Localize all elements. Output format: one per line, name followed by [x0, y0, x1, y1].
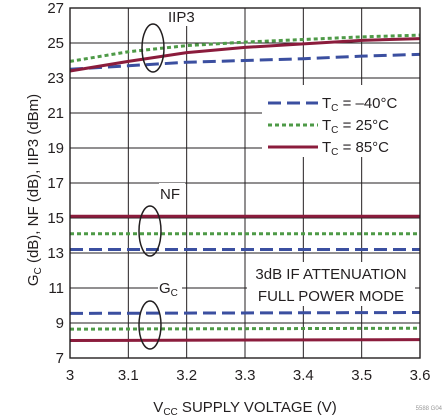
- y-tick-label: 27: [47, 0, 64, 17]
- figure-id: 5588 G04: [416, 406, 443, 412]
- iip3-ellipse: [141, 23, 165, 73]
- y-tick-label: 13: [47, 245, 64, 262]
- gc-ellipse: [138, 300, 162, 350]
- tick-labels: 3 3.1 3.2 3.3 3.4 3.5 3.6 7 9 11 13 15 17 19 21 23 25 27: [47, 0, 430, 384]
- plot-frame: [69, 7, 421, 359]
- series-line-iip3-solid: [69, 37, 421, 73]
- series-group: [69, 33, 421, 342]
- legend-label: TC = –40°C: [322, 95, 398, 114]
- condition-line-2: FULL POWER MODE: [258, 288, 404, 305]
- series-line-iip3-dashed: [69, 52, 421, 71]
- x-tick-label: 3.1: [118, 367, 139, 384]
- series-line-iip3-dotted: [69, 33, 421, 63]
- x-tick-label: 3: [66, 367, 74, 384]
- gc-label: GC: [159, 280, 178, 299]
- x-tick-label: 3.3: [235, 367, 256, 384]
- iip3-label: IIP3: [168, 9, 195, 26]
- y-tick-label: 19: [47, 140, 64, 157]
- y-tick-label: 21: [47, 105, 64, 122]
- legend-label: TC = 85°C: [322, 139, 389, 158]
- y-tick-label: 15: [47, 210, 64, 227]
- x-axis-title: VCC SUPPLY VOLTAGE (V): [153, 399, 336, 418]
- y-tick-label: 17: [47, 175, 64, 192]
- legend-label: TC = 25°C: [322, 117, 389, 136]
- x-tick-label: 3.2: [176, 367, 197, 384]
- nf-ellipse: [138, 205, 162, 257]
- x-tick-label: 3.6: [410, 367, 431, 384]
- nf-label: NF: [160, 186, 180, 203]
- y-tick-label: 9: [56, 315, 64, 332]
- legend: TC = –40°C TC = 25°C TC = 85°C: [262, 85, 420, 158]
- y-tick-label: 7: [56, 350, 64, 367]
- condition-line-1: 3dB IF ATTENUATION: [255, 266, 406, 283]
- y-tick-label: 25: [47, 35, 64, 52]
- series-line-gc-dotted: [69, 326, 421, 331]
- series-line-gc-solid: [69, 338, 421, 342]
- legend-background: [262, 85, 420, 157]
- series-line-gc-dashed: [69, 311, 421, 315]
- y-axis-title: GC (dB), NF (dB), IIP3 (dBm): [25, 94, 44, 286]
- x-tick-label: 3.5: [351, 367, 372, 384]
- y-tick-label: 23: [47, 70, 64, 87]
- y-tick-label: 11: [48, 280, 64, 297]
- x-tick-label: 3.4: [293, 367, 314, 384]
